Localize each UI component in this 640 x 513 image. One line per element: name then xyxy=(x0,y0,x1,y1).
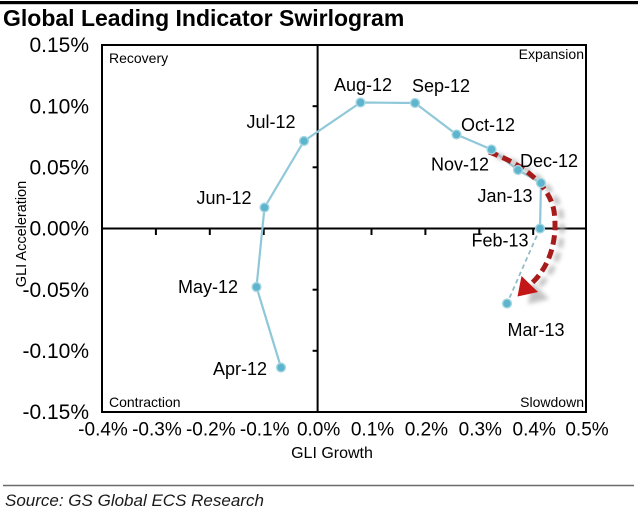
svg-text:Oct-12: Oct-12 xyxy=(461,115,515,135)
svg-text:Slowdown: Slowdown xyxy=(520,394,584,410)
svg-text:Dec-12: Dec-12 xyxy=(520,151,578,171)
svg-text:-0.10%: -0.10% xyxy=(22,340,89,363)
svg-text:-0.3%: -0.3% xyxy=(132,420,182,441)
svg-text:Apr-12: Apr-12 xyxy=(213,359,267,379)
svg-text:Feb-13: Feb-13 xyxy=(471,231,528,251)
svg-text:0.4%: 0.4% xyxy=(513,420,556,441)
svg-text:GLI Growth: GLI Growth xyxy=(291,445,373,462)
svg-text:-0.1%: -0.1% xyxy=(240,420,290,441)
svg-text:May-12: May-12 xyxy=(178,277,238,297)
svg-text:Source: GS Global ECS Research: Source: GS Global ECS Research xyxy=(5,491,264,510)
svg-text:Sep-12: Sep-12 xyxy=(412,76,470,96)
svg-text:Jan-13: Jan-13 xyxy=(477,186,532,206)
svg-text:0.05%: 0.05% xyxy=(29,157,89,180)
svg-text:Contraction: Contraction xyxy=(109,394,181,410)
svg-text:Jun-12: Jun-12 xyxy=(196,188,251,208)
svg-text:0.0%: 0.0% xyxy=(297,420,340,441)
svg-text:Recovery: Recovery xyxy=(109,50,168,66)
svg-text:Expansion: Expansion xyxy=(519,46,584,62)
svg-text:Jul-12: Jul-12 xyxy=(246,112,295,132)
svg-text:0.2%: 0.2% xyxy=(405,420,448,441)
svg-text:0.15%: 0.15% xyxy=(29,34,89,57)
svg-text:0.5%: 0.5% xyxy=(565,420,608,441)
svg-text:-0.4%: -0.4% xyxy=(78,420,128,441)
svg-text:Aug-12: Aug-12 xyxy=(334,75,392,95)
svg-text:Global Leading Indicator Swirl: Global Leading Indicator Swirlogram xyxy=(3,5,404,31)
svg-text:0.1%: 0.1% xyxy=(351,420,394,441)
svg-text:GLI Acceleration: GLI Acceleration xyxy=(14,181,30,287)
svg-text:-0.05%: -0.05% xyxy=(22,279,89,302)
svg-text:0.00%: 0.00% xyxy=(29,218,89,241)
svg-text:Mar-13: Mar-13 xyxy=(507,320,564,340)
svg-text:-0.15%: -0.15% xyxy=(22,401,89,424)
svg-text:0.3%: 0.3% xyxy=(459,420,502,441)
svg-text:Nov-12: Nov-12 xyxy=(431,155,489,175)
svg-text:0.10%: 0.10% xyxy=(29,95,89,118)
svg-text:-0.2%: -0.2% xyxy=(186,420,236,441)
